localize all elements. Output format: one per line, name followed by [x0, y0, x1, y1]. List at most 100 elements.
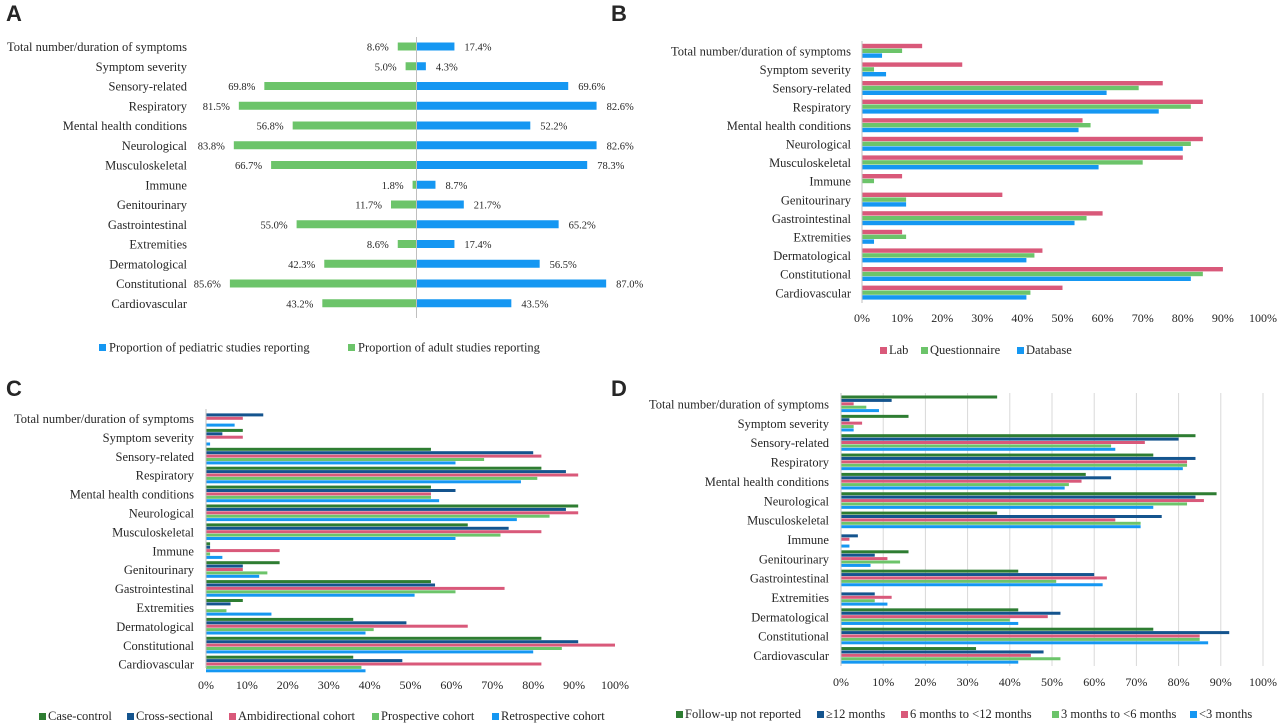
- bar-lab-genitourinary: [862, 192, 1003, 197]
- bar-database-dermatological: [862, 258, 1027, 263]
- bar-database-gastrointestinal: [862, 220, 1075, 226]
- category-label-neurological: Neurological: [764, 494, 830, 508]
- bar-6-months-to-12-months-dermatological: [841, 615, 1048, 619]
- bar-12-months-extremities: [841, 592, 875, 596]
- bar-database-genitourinary: [862, 202, 907, 207]
- bar-ambidirectional-cohort-immune: [206, 549, 280, 553]
- data-label-pediatric: 4.3%: [436, 62, 458, 73]
- bar-prospective-cohort-gastrointestinal: [206, 590, 456, 594]
- legend-label-questionnaire: Questionnaire: [930, 343, 1001, 357]
- bar-adult-musculoskeletal: [271, 161, 417, 169]
- bar-retrospective-cohort-neurological: [206, 518, 517, 522]
- panel-letter-c: C: [6, 376, 22, 401]
- bar-case-control-respiratory: [206, 466, 542, 470]
- data-label-pediatric: 17.4%: [464, 43, 491, 54]
- bar-database-mental-health-conditions: [862, 127, 1079, 133]
- bar-cross-sectional-respiratory: [206, 470, 566, 474]
- bar-3-months-to-6-months-extremities: [841, 599, 875, 603]
- bar-lab-sensory-related: [862, 81, 1163, 86]
- bar-database-constitutional: [862, 276, 1191, 281]
- category-label-immune: Immune: [145, 178, 187, 192]
- bar-cross-sectional-cardiovascular: [206, 659, 403, 663]
- bar-follow-up-not-reported-genitourinary: [841, 550, 909, 554]
- bar-6-months-to-12-months-neurological: [841, 499, 1204, 503]
- bar-retrospective-cohort-mental-health-conditions: [206, 499, 440, 503]
- bar-3-months-musculoskeletal: [841, 525, 1141, 529]
- bar-6-months-to-12-months-musculoskeletal: [841, 518, 1116, 522]
- bar-3-months-to-6-months-dermatological: [841, 618, 1010, 622]
- bar-questionnaire-extremities: [862, 234, 907, 239]
- bar-ambidirectional-cohort-dermatological: [206, 624, 468, 628]
- x-tick-label: 90%: [563, 678, 585, 692]
- category-label-total-number-duration-of-symptoms: Total number/duration of symptoms: [7, 40, 187, 54]
- category-label-dermatological: Dermatological: [116, 620, 194, 634]
- x-tick-label: 80%: [522, 678, 544, 692]
- category-label-immune: Immune: [809, 175, 851, 189]
- bar-adult-genitourinary: [390, 200, 417, 209]
- bar-lab-immune: [862, 174, 903, 179]
- bar-3-months-cardiovascular: [841, 660, 1019, 664]
- x-tick-label: 40%: [1011, 311, 1033, 325]
- bar-adult-symptom-severity: [405, 62, 417, 71]
- bar-6-months-to-12-months-constitutional: [841, 634, 1200, 638]
- legend-label-follow-up-not-reported: Follow-up not reported: [685, 707, 802, 721]
- bar-lab-gastrointestinal: [862, 211, 1103, 216]
- bar-lab-constitutional: [862, 267, 1223, 272]
- bar-3-months-neurological: [841, 505, 1154, 509]
- category-label-neurological: Neurological: [786, 138, 852, 152]
- data-label-adult: 42.3%: [288, 260, 315, 271]
- bar-cross-sectional-immune: [206, 545, 211, 549]
- bar-case-control-symptom-severity: [206, 428, 243, 432]
- category-label-symptom-severity: Symptom severity: [96, 60, 188, 74]
- category-label-sensory-related: Sensory-related: [109, 80, 188, 94]
- bar-pediatric-immune: [416, 180, 436, 189]
- bar-ambidirectional-cohort-neurological: [206, 511, 579, 515]
- category-label-mental-health-conditions: Mental health conditions: [727, 119, 851, 133]
- category-label-musculoskeletal: Musculoskeletal: [112, 525, 194, 539]
- bar-questionnaire-constitutional: [862, 271, 1203, 277]
- bar-case-control-genitourinary: [206, 561, 280, 565]
- x-tick-label: 70%: [481, 678, 503, 692]
- legend-swatch-prospective-cohort: [372, 713, 379, 720]
- category-label-extremities: Extremities: [771, 591, 829, 605]
- category-label-musculoskeletal: Musculoskeletal: [747, 514, 829, 528]
- legend-swatch-database: [1017, 347, 1024, 354]
- bar-follow-up-not-reported-respiratory: [841, 453, 1154, 457]
- x-tick-label: 0%: [198, 678, 214, 692]
- bar-questionnaire-mental-health-conditions: [862, 123, 1091, 128]
- legend-swatch-3-months-to-6-months: [1052, 711, 1059, 718]
- bar-adult-respiratory: [238, 101, 417, 110]
- bar-3-months-mental-health-conditions: [841, 486, 1065, 490]
- category-label-symptom-severity: Symptom severity: [103, 431, 195, 445]
- bar-ambidirectional-cohort-musculoskeletal: [206, 530, 542, 534]
- legend-label-6-months-to-12-months: 6 months to <12 months: [910, 707, 1032, 721]
- bar-adult-sensory-related: [264, 82, 417, 90]
- bar-prospective-cohort-genitourinary: [206, 571, 268, 575]
- bar-case-control-gastrointestinal: [206, 580, 431, 584]
- bar-prospective-cohort-sensory-related: [206, 458, 485, 461]
- bar-6-months-to-12-months-extremities: [841, 595, 892, 599]
- data-label-pediatric: 87.0%: [616, 280, 643, 291]
- bar-questionnaire-genitourinary: [862, 197, 907, 202]
- category-label-respiratory: Respiratory: [136, 469, 195, 483]
- category-label-neurological: Neurological: [122, 139, 188, 153]
- bar-lab-cardiovascular: [862, 285, 1063, 290]
- bar-pediatric-genitourinary: [416, 200, 464, 209]
- bar-6-months-to-12-months-gastrointestinal: [841, 576, 1107, 580]
- category-label-respiratory: Respiratory: [793, 100, 852, 114]
- bar-retrospective-cohort-gastrointestinal: [206, 593, 415, 597]
- bar-6-months-to-12-months-respiratory: [841, 460, 1188, 464]
- x-tick-label: 80%: [1168, 675, 1190, 689]
- bar-cross-sectional-total-number-duration-of-symptoms: [206, 413, 264, 417]
- category-label-sensory-related: Sensory-related: [116, 450, 195, 464]
- bar-follow-up-not-reported-cardiovascular: [841, 647, 977, 651]
- data-label-adult: 1.8%: [382, 181, 404, 192]
- panel-d-chart: Total number/duration of symptoms Symptom…: [649, 393, 1277, 721]
- bar-follow-up-not-reported-musculoskeletal: [841, 511, 998, 515]
- bar-6-months-to-12-months-sensory-related: [841, 441, 1145, 444]
- bar-case-control-constitutional: [206, 636, 542, 640]
- bar-follow-up-not-reported-sensory-related: [841, 434, 1196, 438]
- bar-database-total-number-duration-of-symptoms: [862, 53, 883, 58]
- legend-swatch-ambidirectional-cohort: [229, 713, 236, 720]
